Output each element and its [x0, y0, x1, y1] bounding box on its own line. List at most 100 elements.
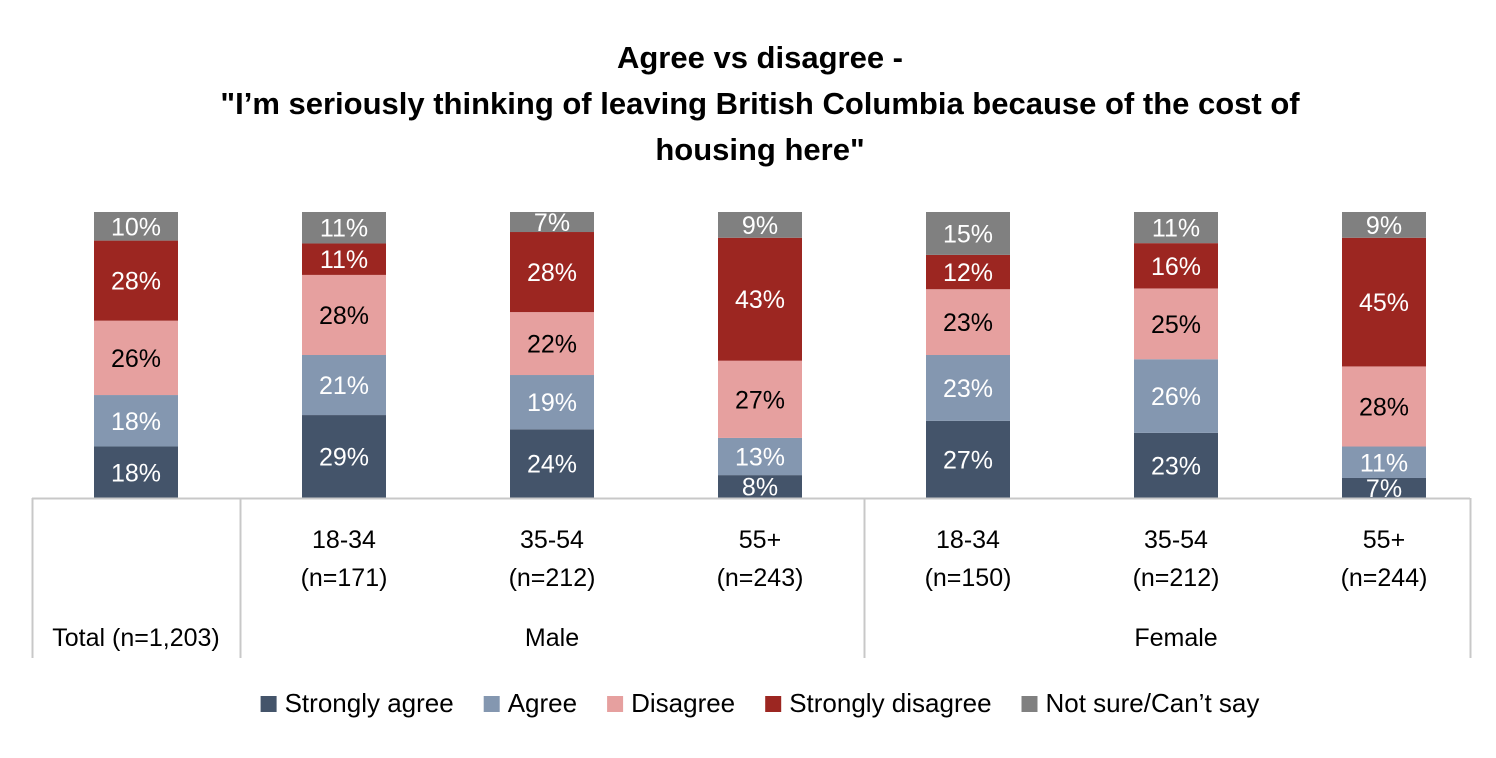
bar-segment [718, 212, 802, 238]
data-label: 9% [1366, 212, 1402, 240]
group-label: Female [1134, 624, 1217, 652]
legend-item: Strongly agree [260, 688, 454, 718]
legend-swatch [483, 696, 500, 712]
category-label: 55+ [739, 526, 781, 554]
data-label: 27% [943, 446, 993, 474]
bar-segment [510, 312, 594, 376]
bar-segment [1342, 237, 1426, 367]
data-label: 28% [111, 268, 161, 296]
data-label: 28% [1359, 393, 1409, 421]
legend-label: Strongly disagree [789, 688, 991, 718]
bar-segment [718, 475, 802, 498]
bar-segment [510, 232, 594, 313]
data-label: 12% [943, 259, 993, 287]
bar-segment [302, 274, 386, 355]
group-label: Male [525, 624, 579, 652]
data-label: 24% [527, 451, 577, 479]
data-label: 11% [1152, 215, 1200, 243]
data-label: 15% [943, 220, 993, 248]
data-label: 18% [111, 408, 161, 436]
bar-segment [510, 212, 594, 233]
category-label: (n=244) [1341, 564, 1428, 592]
legend-label: Strongly agree [285, 688, 454, 718]
bar-segment [94, 395, 178, 447]
data-label: 29% [319, 444, 369, 472]
data-label: 23% [1151, 452, 1201, 480]
bar-stack: 23% 26% 25% 16% 11% [1134, 212, 1218, 498]
data-label: 7% [534, 209, 570, 237]
legend-label: Not sure/Can’t say [1046, 688, 1260, 718]
legend-swatch [607, 696, 624, 712]
category-axis: Total (n=1,203) 18-34 (n=171) 35-54 (n=212) 5… [31, 497, 1472, 658]
category-label: Total (n=1,203) [52, 624, 219, 652]
bar-segment [926, 420, 1010, 498]
legend-swatch [765, 696, 782, 712]
bar-segment [926, 254, 1010, 290]
bar-segment [926, 212, 1010, 255]
bar-segment [94, 320, 178, 396]
data-label: 9% [742, 212, 778, 240]
data-label: 26% [111, 345, 161, 373]
bar-segment [94, 240, 178, 321]
bar-segment [1134, 288, 1218, 360]
legend-label: Agree [508, 688, 577, 718]
bar-stack: 27% 23% 23% 12% 15% [926, 212, 1010, 498]
bar-stack: 24% 19% 22% 28% 7% [510, 209, 594, 498]
bar-segment [510, 429, 594, 498]
bar-segment [718, 437, 802, 476]
bars-layer: 18%18%26%28%10%29%21%28%11%11%24%19%22%2… [94, 209, 1426, 503]
bar-segment [718, 360, 802, 438]
bar-segment [94, 212, 178, 241]
category-label: 18-34 [312, 526, 376, 554]
chart-title-line: Agree vs disagree - [617, 40, 903, 75]
category-label: 35-54 [1144, 526, 1208, 554]
category-label: (n=243) [717, 564, 804, 592]
bar-stack: 29% 21% 28% 11% 11% [302, 212, 386, 498]
chart-title-line: "I’m seriously thinking of leaving Briti… [220, 86, 1300, 121]
category-label: 35-54 [520, 526, 584, 554]
bar-segment [510, 375, 594, 430]
legend-item: Not sure/Can’t say [1021, 688, 1260, 718]
data-label: 26% [1151, 383, 1201, 411]
legend-item: Strongly disagree [765, 688, 992, 718]
bar-segment [1134, 212, 1218, 244]
data-label: 23% [943, 375, 993, 403]
legend-item: Disagree [607, 688, 735, 718]
legend-label: Disagree [631, 688, 735, 718]
bar-segment [94, 446, 178, 498]
bar-stack: 18% 18% 26% 28% 10% [94, 212, 178, 498]
data-label: 27% [735, 386, 785, 414]
data-label: 16% [1151, 253, 1201, 281]
category-label: (n=212) [1133, 564, 1220, 592]
data-label: 21% [319, 372, 369, 400]
chart-title-line: housing here" [655, 132, 864, 167]
data-label: 10% [111, 213, 161, 241]
legend-swatch [260, 696, 277, 712]
bar-segment [302, 355, 386, 416]
bar-stack: 8%13% 27% 43% 9% [718, 212, 802, 502]
data-label: 13% [735, 444, 785, 472]
data-label: 19% [527, 389, 577, 417]
bar-segment [926, 355, 1010, 421]
data-label: 8% [742, 474, 778, 502]
bar-segment [302, 243, 386, 275]
legend: Strongly agree Agree Disagree Strongly disa… [260, 688, 1260, 718]
category-label: (n=150) [925, 564, 1012, 592]
category-label: 55+ [1363, 526, 1405, 554]
bar-segment [302, 212, 386, 244]
data-label: 23% [943, 309, 993, 337]
bar-segment [1342, 212, 1426, 238]
legend-swatch [1021, 696, 1038, 712]
bar-segment [1342, 477, 1426, 498]
bar-stack: 7%11%28%45%9% [1342, 212, 1426, 503]
bar-segment [1134, 432, 1218, 498]
data-label: 22% [527, 331, 577, 359]
bar-segment [1342, 446, 1426, 478]
category-label: (n=212) [509, 564, 596, 592]
data-label: 11% [320, 215, 368, 243]
bar-segment [718, 237, 802, 361]
data-label: 28% [527, 259, 577, 287]
chart-title: Agree vs disagree - "I’m seriously thinki… [220, 40, 1300, 167]
data-label: 18% [111, 459, 161, 487]
